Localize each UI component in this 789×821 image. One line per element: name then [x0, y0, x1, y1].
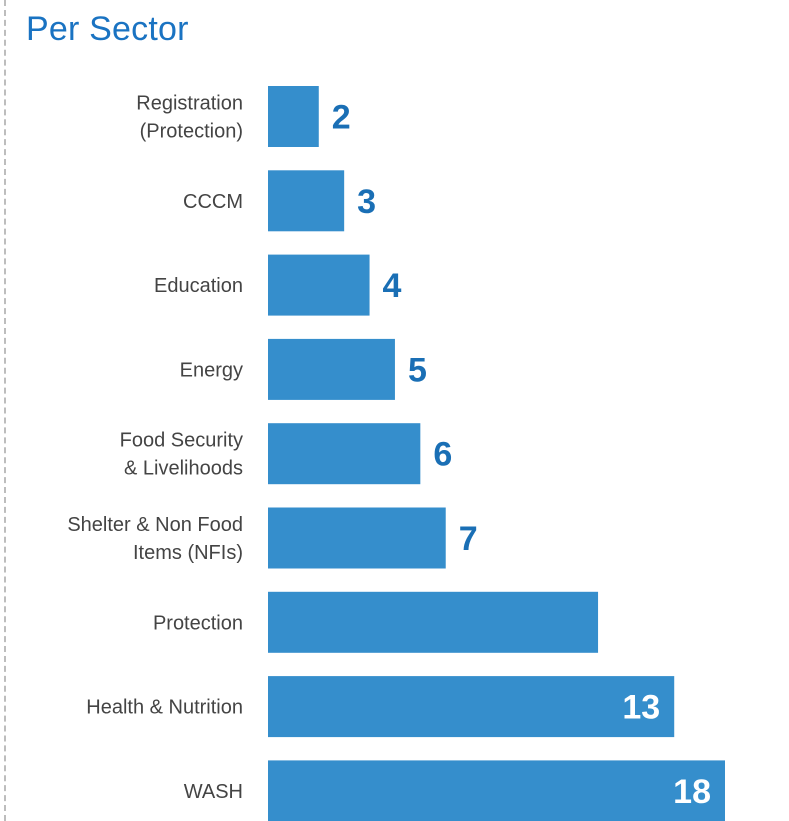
category-label-6: Protection — [153, 612, 243, 634]
bar-1 — [268, 170, 344, 231]
category-label-line: Protection — [153, 612, 243, 634]
bar-0 — [268, 86, 319, 147]
bar-2 — [268, 255, 370, 316]
category-label-5: Shelter & Non Food Items (NFIs) — [67, 514, 243, 564]
bar-8 — [268, 760, 725, 821]
category-label-line: CCCM — [183, 191, 243, 213]
value-label-8: 18 — [673, 773, 711, 811]
bar-6 — [268, 592, 598, 653]
category-label-0: Registration (Protection) — [136, 93, 243, 143]
value-label-2: 4 — [383, 267, 402, 305]
category-label-8: WASH — [184, 781, 243, 803]
value-label-7: 13 — [622, 689, 660, 727]
category-label-line: Shelter & Non Food — [67, 514, 243, 536]
bars-layer: Registration (Protection) 2 CCCM 3 Education 4… — [67, 86, 725, 821]
category-label-7: Health & Nutrition — [86, 697, 243, 719]
category-label-line: Food Security — [120, 430, 243, 452]
category-label-2: Education — [154, 275, 243, 297]
category-label-line: WASH — [184, 781, 243, 803]
category-label-line: Energy — [180, 359, 243, 381]
bar-7 — [268, 676, 674, 737]
value-label-0: 2 — [332, 99, 351, 137]
category-label-line: & Livelihoods — [124, 458, 243, 480]
value-label-1: 3 — [357, 183, 376, 221]
category-label-line: Registration — [136, 93, 243, 115]
value-label-4: 6 — [433, 436, 452, 474]
bar-3 — [268, 339, 395, 400]
value-label-5: 7 — [459, 520, 478, 558]
bar-4 — [268, 423, 420, 484]
category-label-3: Energy — [180, 359, 243, 381]
category-label-line: Items (NFIs) — [133, 542, 243, 564]
bar-5 — [268, 508, 446, 569]
category-label-line: Education — [154, 275, 243, 297]
category-label-line: (Protection) — [140, 121, 243, 143]
category-label-1: CCCM — [183, 191, 243, 213]
category-label-line: Health & Nutrition — [86, 697, 243, 719]
category-label-4: Food Security & Livelihoods — [120, 430, 243, 480]
value-label-3: 5 — [408, 351, 427, 389]
